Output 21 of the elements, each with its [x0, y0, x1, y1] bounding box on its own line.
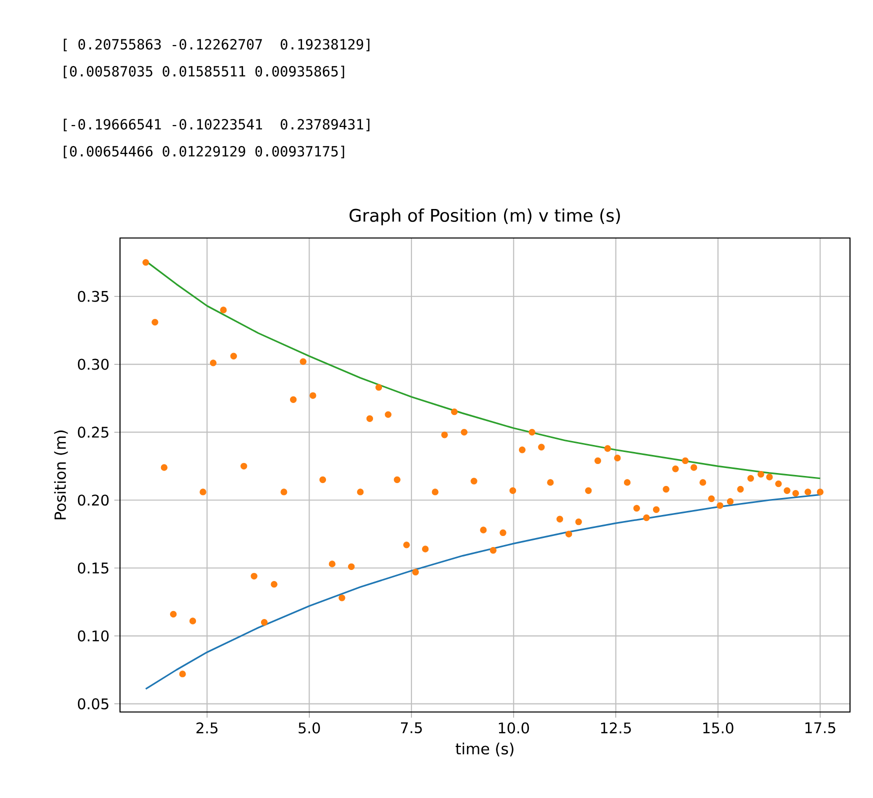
x-tick-label: 17.5: [805, 722, 836, 734]
y-tick-label: 0.15: [78, 562, 108, 574]
text: [ 0.20755863 -0.12262707 0.19238129]: [64, 38, 370, 52]
y-tick-label: 0.25: [78, 426, 108, 438]
x-tick-label: 15.0: [703, 722, 734, 734]
y-tick-label: 0.05: [78, 698, 108, 710]
y-axis-title: Position (m): [54, 430, 68, 520]
text: [-0.19666541 -0.10223541 0.23789431]: [64, 118, 370, 132]
x-tick-label: 10.0: [498, 722, 529, 734]
x-tick-label: 5.0: [298, 722, 320, 734]
text: [0.00587035 0.01585511 0.00935865]: [64, 66, 344, 78]
x-axis-title: time (s): [456, 742, 514, 756]
x-tick-label: 2.5: [196, 722, 218, 734]
y-tick-label: 0.35: [78, 290, 108, 302]
x-tick-label: 12.5: [601, 722, 631, 734]
y-tick-label: 0.30: [78, 358, 109, 370]
y-tick-label: 0.20: [78, 494, 109, 506]
text: [0.00654466 0.01229129 0.00937175]: [64, 146, 344, 158]
x-tick-label: 7.5: [400, 722, 422, 734]
chart-title: Graph of Position (m) v time (s): [350, 208, 620, 226]
y-tick-label: 0.10: [78, 630, 109, 642]
